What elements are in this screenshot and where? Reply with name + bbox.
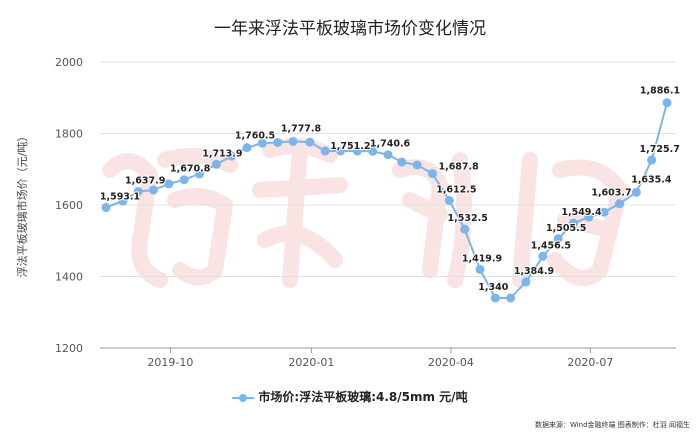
- data-point: [101, 202, 111, 212]
- data-point: [444, 196, 454, 206]
- data-point: [614, 199, 624, 209]
- data-label: 1,687.8: [438, 162, 479, 173]
- data-point: [195, 169, 204, 179]
- y-tick-label: 2000: [55, 56, 83, 69]
- data-point: [352, 146, 362, 156]
- data-label: 1,740.6: [370, 139, 411, 150]
- data-label: 1,635.4: [631, 174, 672, 185]
- data-label: 1,760.5: [235, 131, 275, 142]
- y-tick-label: 1400: [55, 271, 83, 284]
- legend-line-marker-icon: [232, 393, 255, 402]
- watermark-brush-stroke: [252, 138, 348, 288]
- data-label: 1,713.9: [202, 148, 242, 159]
- data-point: [257, 138, 267, 148]
- data-point: [368, 146, 378, 156]
- data-point: [179, 175, 189, 185]
- data-point: [336, 146, 346, 156]
- data-label: 1,886.1: [640, 86, 680, 97]
- data-label: 1,612.5: [436, 185, 476, 196]
- data-point: [320, 146, 330, 156]
- data-label: 1,670.8: [170, 164, 211, 175]
- data-point: [521, 277, 531, 287]
- data-point: [133, 186, 143, 196]
- y-tick-label: 1200: [55, 342, 83, 355]
- data-point: [164, 179, 174, 189]
- data-label: 1,751.2: [330, 141, 370, 152]
- data-source-note: 数据来源：Wind金融终端 图表制作：杜羽 阎福生: [534, 421, 690, 429]
- data-point: [647, 155, 657, 165]
- data-label: 1,549.4: [561, 207, 602, 218]
- x-tick-label: 2020-04: [428, 356, 474, 369]
- data-point: [397, 157, 407, 167]
- data-label: 1,725.7: [640, 144, 680, 155]
- data-label: 1,603.7: [591, 188, 631, 199]
- x-tick-label: 2020-07: [567, 356, 613, 369]
- y-tick-label: 1600: [55, 199, 83, 212]
- data-label: 1,419.9: [462, 253, 502, 264]
- data-label: 1,637.9: [125, 175, 165, 186]
- x-tick-label: 2019-10: [147, 356, 193, 369]
- chart-title: 一年来浮法平板玻璃市场价变化情况: [214, 19, 486, 39]
- watermark-brush-stroke: [102, 153, 168, 288]
- legend[interactable]: 市场价:浮法平板玻璃:4.8/5mm 元/吨: [0, 388, 700, 405]
- data-point: [118, 196, 128, 206]
- data-point: [553, 234, 563, 244]
- data-point: [305, 137, 315, 147]
- data-point: [490, 293, 500, 303]
- data-point: [427, 169, 437, 179]
- legend-label: 市场价:浮法平板玻璃:4.8/5mm 元/吨: [258, 390, 468, 404]
- data-point: [599, 207, 609, 217]
- data-point: [412, 160, 422, 170]
- y-tick-label: 1800: [55, 128, 83, 141]
- data-point: [475, 264, 485, 274]
- data-point: [584, 212, 594, 222]
- data-label: 1,456.5: [531, 240, 571, 251]
- data-label: 1,505.5: [546, 223, 586, 234]
- data-label: 1,593.1: [100, 191, 140, 202]
- data-point: [631, 187, 641, 197]
- data-point: [149, 185, 159, 195]
- data-label: 1,532.5: [448, 213, 488, 224]
- data-point: [288, 136, 298, 146]
- x-tick-label: 2020-01: [288, 356, 334, 369]
- data-label: 1,777.8: [281, 123, 322, 134]
- data-point: [273, 137, 283, 147]
- data-point: [506, 293, 516, 303]
- data-point: [383, 150, 393, 160]
- data-label: 1,340: [478, 282, 508, 293]
- data-point: [211, 159, 221, 169]
- data-point: [569, 218, 578, 228]
- data-point: [242, 143, 252, 153]
- data-point: [460, 224, 470, 234]
- data-point: [227, 151, 237, 161]
- data-point: [538, 251, 548, 261]
- data-point: [662, 98, 672, 108]
- data-label: 1,384.9: [514, 266, 554, 277]
- watermark-brush-stroke: [512, 152, 628, 288]
